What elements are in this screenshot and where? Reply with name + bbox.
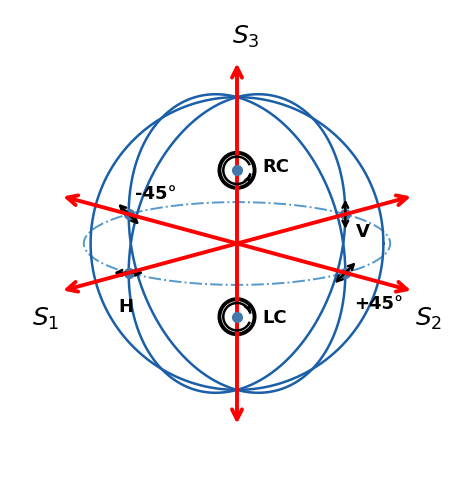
Text: H: H xyxy=(118,298,133,316)
Text: V: V xyxy=(356,223,369,241)
Text: -45°: -45° xyxy=(135,185,176,203)
Text: RC: RC xyxy=(262,158,289,176)
Text: +45°: +45° xyxy=(354,295,403,313)
Text: LC: LC xyxy=(262,309,286,327)
Text: $S_1$: $S_1$ xyxy=(32,306,59,332)
Text: $S_3$: $S_3$ xyxy=(232,24,260,50)
Text: $S_2$: $S_2$ xyxy=(415,306,442,332)
